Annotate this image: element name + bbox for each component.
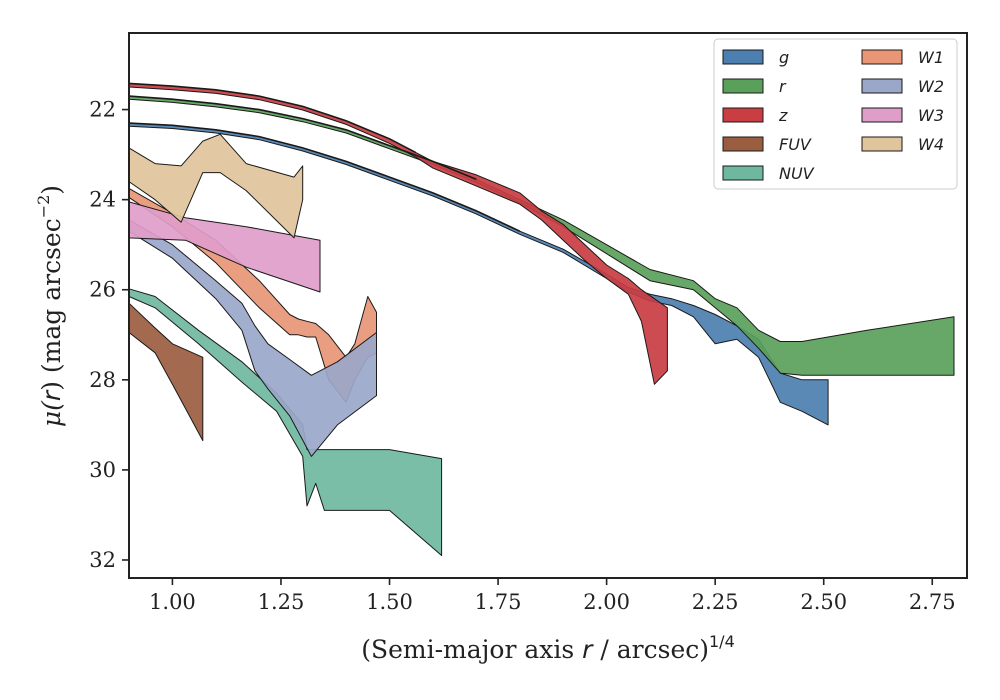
legend-label-w3: W3 [918,106,944,125]
legend-swatch-g [722,49,764,65]
legend-label-w1: W1 [918,48,944,67]
legend-swatch-w1 [861,49,903,65]
legend-swatch-nuv [722,165,764,181]
x-tick-label: 2.00 [583,590,630,614]
x-tick-label: 1.75 [475,590,522,614]
x-axis-ticks: 1.00 1.25 1.50 1.75 2.00 2.25 2.50 2.75 [149,578,956,614]
profile-curve-1 [128,82,416,154]
x-axis-label-var: r [582,635,594,664]
y-axis-label-var: r [37,389,66,401]
band-w4 [128,133,304,239]
band-w2 [128,219,377,457]
y-tick-label: 24 [89,188,116,212]
band-fuv [128,302,204,442]
y-axis-label-pre: μ( [37,400,66,427]
y-axis-label: μ(r) (mag arcsec−2) [34,185,66,427]
x-axis-label-main: (Semi-major axis [361,635,582,664]
legend-swatch-z [722,107,764,123]
legend-label-w2: W2 [918,77,944,96]
x-tick-label: 2.75 [909,590,956,614]
plot-frame [128,32,968,579]
legend-swatch-w3 [861,107,903,123]
legend-label-z: z [778,106,788,125]
legend: grz FUV NUV W1 W2 W3 W4 [713,38,958,190]
legend-label-g: g [779,48,789,67]
legend-swatch-w4 [861,136,903,152]
x-tick-label: 1.00 [149,590,196,614]
x-tick-label: 1.50 [366,590,413,614]
legend-label-w4: W4 [918,135,944,154]
x-tick-label: 2.50 [800,590,847,614]
y-axis-ticks: 22 24 26 28 30 32 [89,98,129,572]
y-axis-label-post: ) (mag arcsec [37,218,66,391]
x-tick-label: 2.25 [692,590,739,614]
legend-swatch-fuv [722,136,764,152]
band-w3 [128,201,321,293]
profile-curve-3 [128,122,521,232]
y-axis-label-sup: −2 [34,195,53,219]
x-axis-label-tail: / arcsec) [592,635,709,664]
y-tick-label: 32 [89,548,116,572]
y-tick-label: 26 [89,278,116,302]
profile-curve-2 [128,95,477,181]
x-axis-label: (Semi-major axis r / arcsec)1/4 [361,632,735,664]
y-tick-label: 28 [89,368,116,392]
x-tick-label: 1.25 [258,590,305,614]
x-axis-label-sup: 1/4 [709,632,735,651]
legend-label-r: r [779,77,787,96]
profile-curves [128,82,521,232]
legend-label-fuv: FUV [779,135,812,154]
y-tick-label: 22 [89,98,116,122]
legend-swatch-r [722,78,764,94]
y-tick-label: 30 [89,458,116,482]
y-axis-label-close: ) [37,185,66,195]
legend-label-nuv: NUV [779,164,815,183]
legend-swatch-w2 [861,78,903,94]
